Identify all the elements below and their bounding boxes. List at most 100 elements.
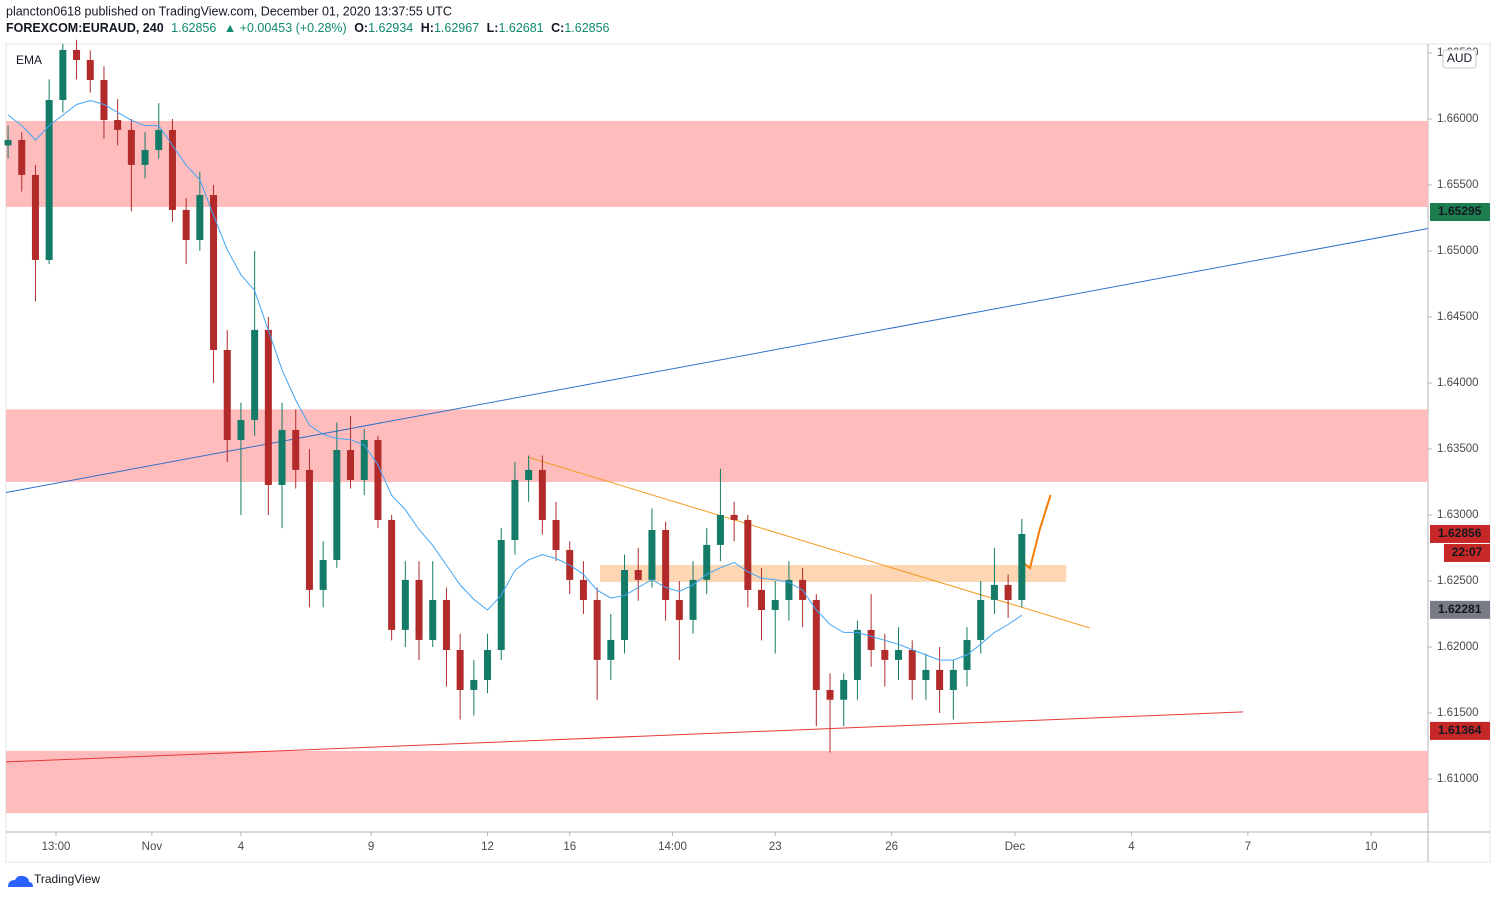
y-tick-label: 1.62500 xyxy=(1437,575,1479,587)
open-value: 1.62934 xyxy=(368,21,413,35)
currency: AUD xyxy=(1447,51,1473,65)
candle-body xyxy=(853,629,861,680)
price-tag-label: 1.61364 xyxy=(1438,723,1482,737)
price-tag-label: 1.62281 xyxy=(1438,602,1482,616)
low-label: L: xyxy=(487,21,499,35)
price-tag xyxy=(1430,600,1490,619)
currency-box[interactable] xyxy=(1442,49,1477,69)
candle-body xyxy=(662,529,670,600)
price-tag-label: 1.65295 xyxy=(1438,204,1482,218)
candle-body xyxy=(470,679,478,690)
candle-body xyxy=(867,629,875,650)
candle-body xyxy=(264,329,272,485)
candle-body xyxy=(758,589,766,610)
x-tick-label: 9 xyxy=(368,841,374,853)
candle-body xyxy=(634,569,642,580)
candle-body xyxy=(305,469,313,590)
candle-body xyxy=(86,59,94,81)
countdown: 22:07 xyxy=(1452,545,1483,559)
y-tick-label: 1.61000 xyxy=(1437,773,1479,785)
zone xyxy=(6,750,1428,813)
candle-body xyxy=(593,599,601,660)
candle-body xyxy=(675,599,683,620)
candle-body xyxy=(936,669,944,690)
candle-body xyxy=(977,599,985,640)
candle-body xyxy=(442,599,450,650)
candle-body xyxy=(292,429,300,470)
candle-body xyxy=(100,80,108,121)
ema-line xyxy=(7,99,1023,661)
zone xyxy=(6,120,1428,208)
candle-body xyxy=(730,514,738,520)
x-tick-label: Dec xyxy=(1005,841,1026,853)
candle-body xyxy=(319,559,327,590)
candle-body xyxy=(538,469,546,520)
candle-body xyxy=(826,689,834,700)
candle-body xyxy=(744,519,752,590)
candle-body xyxy=(347,450,355,480)
candle-body xyxy=(360,439,368,480)
candle-body xyxy=(374,439,382,520)
candle-body xyxy=(771,599,779,610)
candle-body xyxy=(949,669,957,690)
candle-body xyxy=(141,149,149,165)
price-tag xyxy=(1430,203,1490,222)
x-tick-label: 7 xyxy=(1245,841,1251,853)
candle-body xyxy=(415,579,423,640)
candle-body xyxy=(401,579,409,630)
close-value: 1.62856 xyxy=(564,21,609,35)
last-price: 1.62856 xyxy=(171,21,216,35)
brand-logo: TradingView xyxy=(8,872,100,887)
publish-info: plancton0618 published on TradingView.co… xyxy=(6,4,452,18)
candle-body xyxy=(579,579,587,600)
candle-body xyxy=(45,99,53,260)
candle-body xyxy=(703,544,711,580)
x-tick-label: 14:00 xyxy=(658,841,687,853)
candle-body xyxy=(155,129,163,150)
candle-body xyxy=(881,649,889,660)
candle-body xyxy=(73,49,81,60)
symbol: FOREXCOM:EURAUD, 240 xyxy=(6,21,164,35)
change: ▲ +0.00453 (+0.28%) xyxy=(224,21,347,35)
trend-line xyxy=(527,456,1090,629)
candle-body xyxy=(922,669,930,680)
zone xyxy=(599,564,1067,583)
price-tag xyxy=(1430,524,1490,543)
candle-body xyxy=(552,519,560,550)
candle-body xyxy=(895,649,903,660)
x-tick-label: 16 xyxy=(563,841,576,853)
candle-body xyxy=(1018,533,1026,600)
x-tick-label: 23 xyxy=(769,841,782,853)
price-tag xyxy=(1430,721,1490,740)
low-value: 1.62681 xyxy=(498,21,543,35)
candle-body xyxy=(812,599,820,690)
candle-body xyxy=(689,579,697,620)
brand: TradingView xyxy=(34,872,100,886)
open-label: O: xyxy=(354,21,368,35)
candle-body xyxy=(223,349,231,440)
x-tick-label: Nov xyxy=(142,841,163,853)
candle-body xyxy=(908,649,916,680)
candle-body xyxy=(716,514,724,545)
y-tick-label: 1.63500 xyxy=(1437,443,1479,455)
candle-body xyxy=(333,450,341,560)
y-tick-label: 1.63000 xyxy=(1437,509,1479,521)
candle-body xyxy=(990,584,998,600)
candle-body xyxy=(4,139,12,146)
candle-body xyxy=(182,209,190,241)
high-label: H: xyxy=(421,21,434,35)
candle-body xyxy=(278,429,286,485)
x-tick-label: 4 xyxy=(1128,841,1135,853)
candle-body xyxy=(114,120,122,130)
x-tick-label: 13:00 xyxy=(42,841,71,853)
x-tick-label: 10 xyxy=(1365,841,1378,853)
y-tick-label: 1.62000 xyxy=(1437,641,1479,653)
y-tick-label: 1.66000 xyxy=(1437,113,1479,125)
candle-body xyxy=(621,569,629,640)
countdown-box xyxy=(1444,543,1490,562)
candle-body xyxy=(456,649,464,690)
zone xyxy=(6,409,1428,482)
candle-body xyxy=(429,599,437,640)
